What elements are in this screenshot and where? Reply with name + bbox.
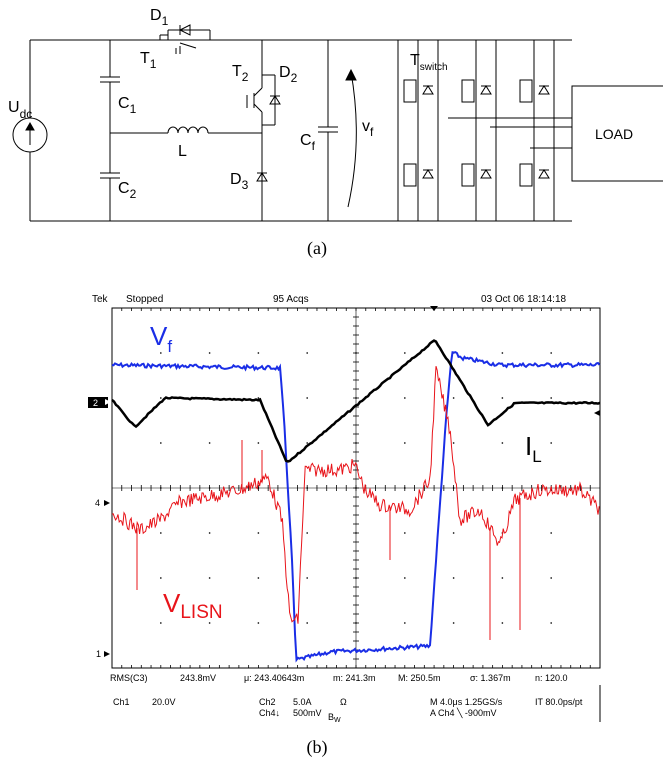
ohm-icon: Ω — [340, 697, 347, 707]
scope-datetime: 03 Oct 06 18:14:18 — [481, 294, 567, 305]
rms-label: RMS(C3) — [110, 673, 148, 683]
ch4-label: Ch4↓ — [259, 708, 280, 718]
stat-n: n: 120.0 — [535, 673, 568, 683]
rms-value: 243.8mV — [180, 673, 216, 683]
right-marker — [594, 410, 600, 416]
caption-a: (a) — [307, 238, 327, 258]
caption-b: (b) — [306, 737, 328, 757]
svg-text:2: 2 — [93, 398, 98, 408]
vf-trace — [111, 351, 601, 663]
ch2-scale: 5.0A — [293, 697, 312, 707]
sample-interval: IT 80.0ps/pt — [535, 697, 583, 707]
acq-state: Stopped — [126, 294, 163, 305]
c2-label: C2 — [118, 180, 137, 201]
ch2-label: Ch2 — [259, 697, 276, 707]
d2-label: D2 — [279, 64, 298, 85]
c1-label: C1 — [118, 95, 137, 116]
t1-transistor — [179, 42, 197, 49]
d3-label: D3 — [230, 171, 249, 192]
t2-transistor — [253, 87, 263, 97]
vlisn-trace-label: VLISN — [163, 588, 223, 623]
acq-count: 95 Acqs — [273, 294, 309, 305]
scope-screen: Tek Stopped 95 Acqs 03 Oct 06 18:14:18 2… — [88, 294, 601, 724]
t1-label: T1 — [140, 50, 157, 71]
d2-diode — [269, 95, 281, 105]
load-box — [571, 85, 663, 182]
il-trace — [111, 339, 601, 463]
timebase: M 4.0μs 1.25GS/s — [430, 697, 503, 707]
il-trace-label: IL — [525, 431, 542, 466]
udc-label: Udc — [8, 99, 32, 121]
vf-trace-label: Vf — [150, 321, 172, 356]
inductor — [167, 126, 209, 134]
d1-label: D1 — [150, 7, 169, 28]
t2-label: T2 — [232, 63, 249, 84]
scope-brand: Tek — [92, 294, 109, 305]
cf-label: Cf — [300, 132, 316, 153]
stat-sigma: σ: 1.367m — [470, 673, 511, 683]
vf-label: vf — [362, 118, 374, 139]
voltage-source — [12, 117, 48, 153]
d3-diode — [256, 172, 268, 182]
ch1-scale: 20.0V — [152, 697, 176, 707]
tswitch-label: Tswitch — [410, 52, 448, 73]
stat-min: m: 241.3m — [333, 673, 376, 683]
stat-max: M: 250.5m — [398, 673, 441, 683]
vf-arrow — [347, 71, 357, 208]
ch2-marker — [88, 397, 108, 408]
inverter-switches — [403, 79, 550, 187]
load-label: LOAD — [595, 126, 633, 142]
trigger-setting: A Ch4 ╲ -900mV — [430, 707, 496, 719]
stat-mu: μ: 243.40643m — [244, 673, 304, 683]
bandwidth-icon: BW — [328, 712, 341, 724]
graticule — [111, 307, 601, 669]
ch4-marker: 4 — [95, 498, 100, 508]
ch1-marker: 1 — [96, 649, 101, 659]
ch4-scale: 500mV — [293, 708, 322, 718]
d1-diode — [178, 24, 191, 36]
circuit-diagram — [12, 24, 663, 222]
ch1-label: Ch1 — [113, 697, 130, 707]
l-label: L — [178, 143, 187, 160]
vlisn-trace — [111, 365, 600, 624]
